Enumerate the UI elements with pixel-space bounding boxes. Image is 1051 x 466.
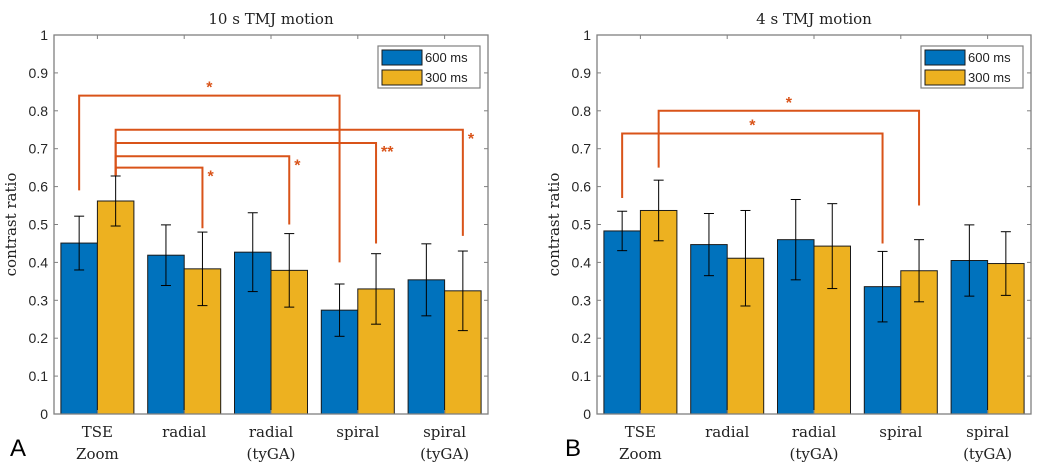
y-axis-label: contrast ratio	[545, 173, 563, 277]
legend-swatch	[381, 49, 423, 66]
legend-swatch	[924, 49, 966, 66]
panel-label: B	[565, 435, 581, 462]
y-tick-label: 0.1	[572, 368, 592, 384]
y-tick-label: 0.5	[572, 217, 592, 233]
y-tick-label: 0.6	[572, 179, 592, 195]
y-tick-label: 0	[583, 406, 591, 422]
significance-label: **	[381, 144, 394, 161]
x-tick-label: Zoom	[619, 445, 662, 463]
significance-bracket: *	[114, 128, 475, 236]
y-tick-label: 0	[40, 406, 48, 422]
bar-600ms-0	[603, 230, 641, 415]
error-bar	[371, 253, 382, 325]
chart-title: 10 s TMJ motion	[208, 10, 334, 28]
x-tick-label: spiral	[879, 423, 922, 441]
significance-label: *	[786, 95, 793, 112]
error-bar	[421, 243, 432, 317]
bracket-line	[657, 109, 921, 206]
chart-panel-b: 4 s TMJ motion contrast ratio * * 0 0.1 0.2 0.3…	[545, 10, 1032, 463]
significance-bracket: *	[657, 95, 921, 206]
error-bar	[914, 239, 925, 303]
x-tick-label: (tyGA)	[246, 445, 295, 463]
x-tick-label: Zoom	[76, 445, 119, 463]
y-tick-label: 0.5	[29, 217, 49, 233]
x-tick-label: (tyGA)	[963, 445, 1012, 463]
legend-swatch	[924, 69, 966, 86]
y-tick-label: 0.7	[572, 141, 592, 157]
x-tick-label: radial	[249, 423, 293, 441]
panel-label: A	[10, 435, 26, 462]
bracket-line	[114, 128, 464, 236]
bracket-line	[78, 94, 341, 263]
y-tick-label: 0.4	[29, 254, 49, 270]
legend: 600 ms 300 ms	[377, 45, 481, 89]
error-bar	[964, 224, 975, 297]
error-bar	[740, 209, 751, 307]
error-bar	[334, 283, 345, 337]
significance-bracket: *	[621, 118, 884, 244]
error-bar	[247, 212, 258, 293]
y-tick-label: 0.9	[572, 65, 592, 81]
y-tick-label: 0.3	[29, 292, 49, 308]
x-tick-label: spiral	[966, 423, 1009, 441]
y-tick-label: 0.2	[572, 330, 592, 346]
error-bar	[284, 233, 295, 308]
legend-label: 300 ms	[968, 70, 1011, 85]
y-axis-label: contrast ratio	[2, 173, 20, 277]
x-tick-label: radial	[162, 423, 206, 441]
legend: 600 ms 300 ms	[920, 45, 1024, 89]
error-bar	[110, 175, 121, 227]
y-tick-label: 0.9	[29, 65, 49, 81]
error-bar	[790, 198, 801, 281]
y-tick-label: 1	[583, 27, 591, 43]
significance-bracket: **	[114, 142, 394, 244]
legend-swatch	[381, 69, 423, 86]
error-bar	[617, 210, 628, 252]
error-bar	[1000, 231, 1011, 296]
legend-label: 600 ms	[425, 50, 468, 65]
y-tick-label: 0.1	[29, 368, 49, 384]
x-tick-label: TSE	[82, 423, 113, 441]
y-tick-label: 0.2	[29, 330, 49, 346]
significance-label: *	[468, 131, 475, 148]
error-bar	[74, 215, 85, 271]
x-tick-label: TSE	[625, 423, 656, 441]
bar-600ms-0	[60, 242, 98, 415]
x-tick-label: (tyGA)	[420, 445, 469, 463]
error-bar	[197, 231, 208, 307]
bracket-line	[114, 142, 378, 244]
bar-300ms-0	[96, 200, 135, 415]
error-bar	[160, 224, 171, 287]
significance-label: *	[207, 169, 214, 186]
significance-label: *	[749, 118, 756, 135]
significance-bracket: *	[114, 155, 301, 225]
x-tick-label: spiral	[423, 423, 466, 441]
x-tick-label: radial	[705, 423, 749, 441]
y-tick-label: 1	[40, 27, 48, 43]
y-tick-label: 0.7	[29, 141, 49, 157]
error-bar	[653, 179, 664, 242]
significance-label: *	[294, 157, 301, 174]
error-bar	[877, 250, 888, 323]
y-tick-label: 0.8	[572, 103, 592, 119]
chart-title: 4 s TMJ motion	[756, 10, 872, 28]
y-tick-label: 0.6	[29, 179, 49, 195]
y-tick-label: 0.4	[572, 254, 592, 270]
error-bar	[827, 203, 838, 290]
legend-label: 300 ms	[425, 70, 468, 85]
significance-label: *	[206, 80, 213, 97]
y-tick-label: 0.3	[572, 292, 592, 308]
error-bar	[703, 213, 714, 277]
legend-label: 600 ms	[968, 50, 1011, 65]
x-tick-label: radial	[792, 423, 836, 441]
y-tick-label: 0.8	[29, 103, 49, 119]
x-tick-label: spiral	[336, 423, 379, 441]
x-tick-label: (tyGA)	[789, 445, 838, 463]
error-bar	[457, 250, 468, 332]
bracket-line	[621, 132, 884, 244]
significance-bracket: *	[78, 80, 341, 263]
